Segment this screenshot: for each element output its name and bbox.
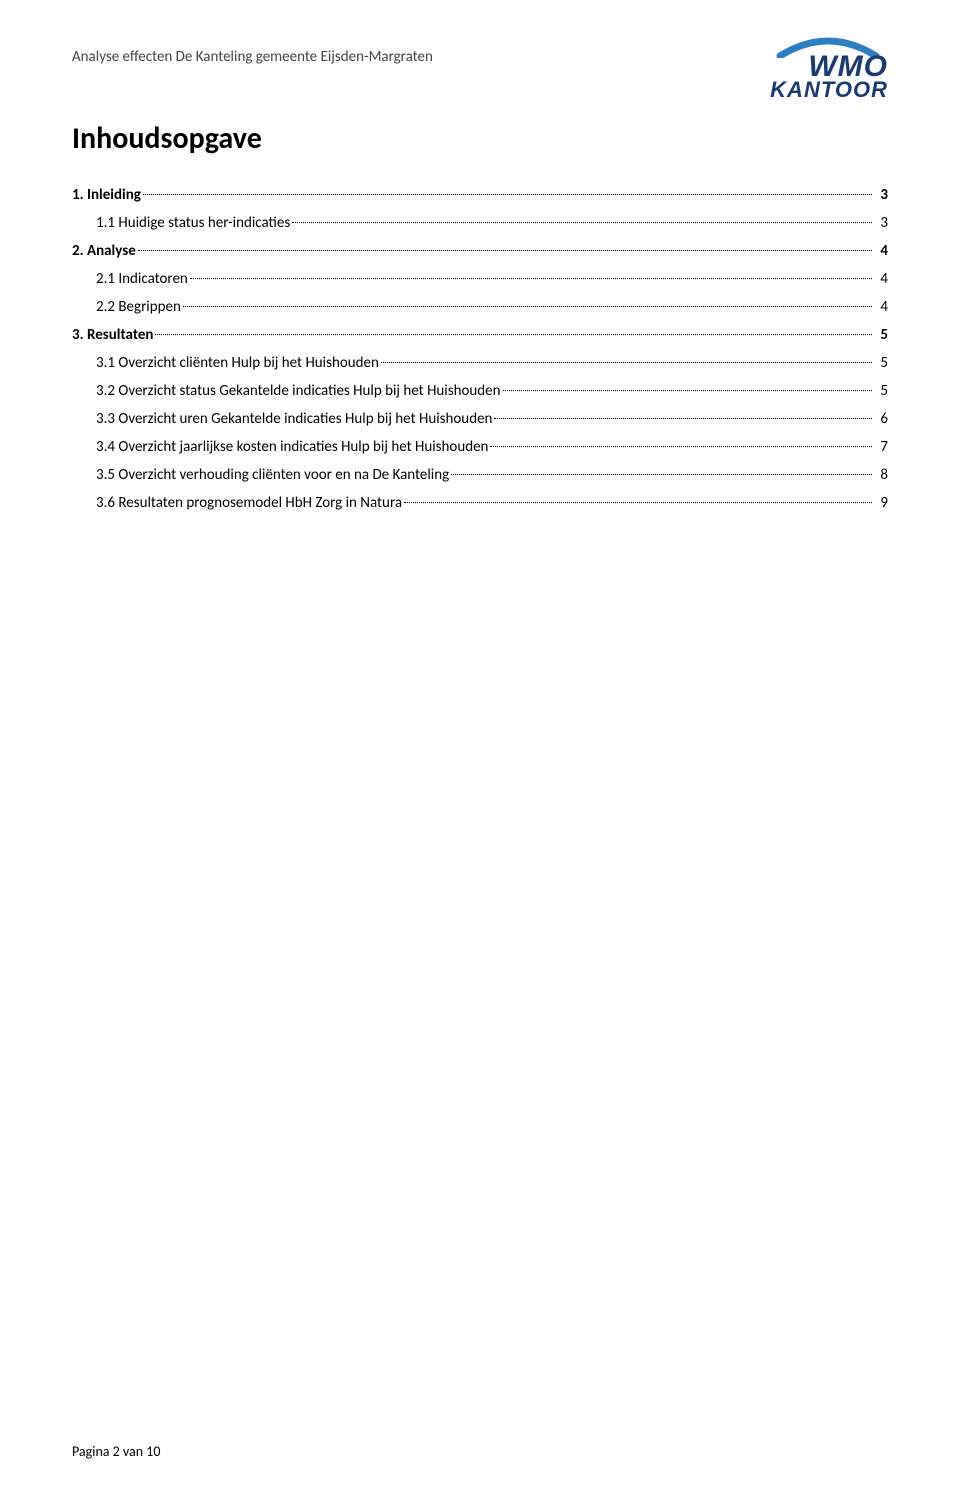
- toc-leader-dots: [503, 390, 872, 391]
- toc-label: 3.5 Overzicht verhouding cliënten voor e…: [72, 463, 449, 487]
- toc-label: 3.1 Overzicht cliënten Hulp bij het Huis…: [72, 351, 379, 375]
- toc-page-number: 5: [874, 379, 888, 403]
- document-title-line: Analyse effecten De Kanteling gemeente E…: [72, 36, 433, 66]
- toc-page-number: 3: [874, 211, 888, 235]
- toc-row[interactable]: 3.4 Overzicht jaarlijkse kosten indicati…: [72, 435, 888, 459]
- page-header: Analyse effecten De Kanteling gemeente E…: [72, 36, 888, 100]
- toc-leader-dots: [190, 278, 872, 279]
- wmo-kantoor-logo: WMO KANTOOR: [768, 36, 888, 100]
- page: Analyse effecten De Kanteling gemeente E…: [0, 0, 960, 1500]
- toc-label: 2. Analyse: [72, 239, 136, 263]
- toc-label: 3.4 Overzicht jaarlijkse kosten indicati…: [72, 435, 488, 459]
- table-of-contents: 1. Inleiding31.1 Huidige status her-indi…: [72, 183, 888, 515]
- toc-page-number: 5: [874, 323, 888, 347]
- toc-leader-dots: [490, 446, 872, 447]
- toc-row[interactable]: 2.1 Indicatoren 4: [72, 267, 888, 291]
- toc-label: 2.1 Indicatoren: [72, 267, 188, 291]
- toc-row[interactable]: 3.5 Overzicht verhouding cliënten voor e…: [72, 463, 888, 487]
- toc-row[interactable]: 3.3 Overzicht uren Gekantelde indicaties…: [72, 407, 888, 431]
- toc-page-number: 7: [874, 435, 888, 459]
- toc-label: 3.3 Overzicht uren Gekantelde indicaties…: [72, 407, 492, 431]
- toc-label: 3.6 Resultaten prognosemodel HbH Zorg in…: [72, 491, 402, 515]
- toc-row[interactable]: 1.1 Huidige status her-indicaties 3: [72, 211, 888, 235]
- toc-page-number: 4: [874, 267, 888, 291]
- toc-leader-dots: [155, 334, 872, 335]
- toc-leader-dots: [143, 194, 872, 195]
- toc-row[interactable]: 3.1 Overzicht cliënten Hulp bij het Huis…: [72, 351, 888, 375]
- toc-leader-dots: [183, 306, 872, 307]
- toc-page-number: 8: [874, 463, 888, 487]
- toc-label: 2.2 Begrippen: [72, 295, 181, 319]
- toc-row[interactable]: 2. Analyse 4: [72, 239, 888, 263]
- toc-row[interactable]: 3. Resultaten 5: [72, 323, 888, 347]
- toc-row[interactable]: 1. Inleiding 3: [72, 183, 888, 207]
- toc-page-number: 4: [874, 239, 888, 263]
- toc-row[interactable]: 2.2 Begrippen 4: [72, 295, 888, 319]
- toc-label: 1. Inleiding: [72, 183, 141, 207]
- toc-page-number: 3: [874, 183, 888, 207]
- toc-label: 3.2 Overzicht status Gekantelde indicati…: [72, 379, 501, 403]
- toc-page-number: 5: [874, 351, 888, 375]
- toc-label: 3. Resultaten: [72, 323, 153, 347]
- logo-text-bottom: KANTOOR: [768, 80, 888, 100]
- toc-row[interactable]: 3.2 Overzicht status Gekantelde indicati…: [72, 379, 888, 403]
- toc-leader-dots: [404, 502, 872, 503]
- toc-leader-dots: [494, 418, 872, 419]
- page-title: Inhoudsopgave: [72, 120, 888, 157]
- toc-row[interactable]: 3.6 Resultaten prognosemodel HbH Zorg in…: [72, 491, 888, 515]
- toc-label: 1.1 Huidige status her-indicaties: [72, 211, 290, 235]
- toc-page-number: 6: [874, 407, 888, 431]
- toc-leader-dots: [138, 250, 872, 251]
- toc-leader-dots: [292, 222, 872, 223]
- page-footer: Pagina 2 van 10: [72, 1443, 160, 1460]
- toc-page-number: 9: [874, 491, 888, 515]
- toc-leader-dots: [451, 474, 872, 475]
- toc-page-number: 4: [874, 295, 888, 319]
- toc-leader-dots: [381, 362, 872, 363]
